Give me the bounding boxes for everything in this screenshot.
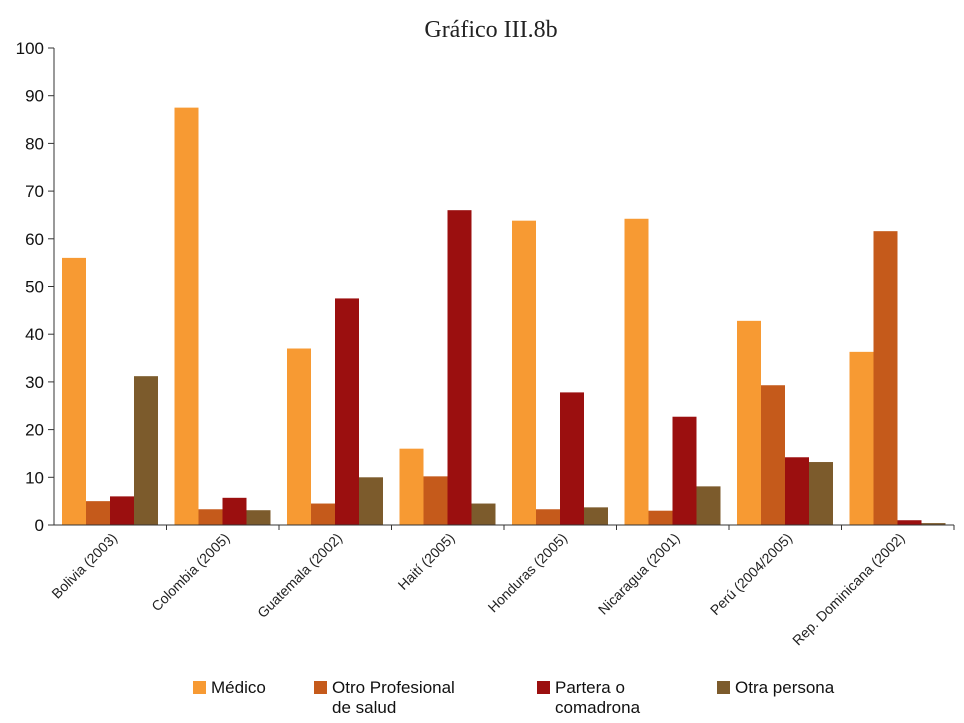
bar bbox=[512, 220, 536, 525]
bar bbox=[648, 510, 673, 525]
bar bbox=[134, 376, 158, 525]
bar bbox=[86, 501, 110, 525]
y-tick-label: 70 bbox=[25, 182, 44, 201]
y-tick-label: 10 bbox=[25, 468, 44, 487]
bar bbox=[761, 385, 785, 525]
legend-label-line: Partera o bbox=[555, 678, 625, 697]
x-tick-label: Bolivia (2003) bbox=[48, 530, 120, 602]
legend-swatch bbox=[314, 681, 327, 694]
chart-title: Gráfico III.8b bbox=[424, 17, 557, 43]
legend-label: Partera o comadrona bbox=[555, 678, 641, 717]
legend-label: Médico bbox=[211, 678, 266, 697]
bar bbox=[536, 509, 560, 525]
bar bbox=[672, 416, 697, 525]
y-axis: 0 10 20 30 40 50 60 70 80 90 100 bbox=[16, 39, 55, 535]
bar bbox=[287, 348, 311, 525]
legend-swatch bbox=[537, 681, 550, 694]
bar bbox=[560, 392, 584, 525]
legend-label-line: comadrona bbox=[555, 698, 641, 717]
legend-label: Otro Profesional de salud bbox=[332, 678, 455, 717]
y-tick-label: 20 bbox=[25, 421, 44, 440]
legend-swatch bbox=[193, 681, 206, 694]
x-tick-label: Colombia (2005) bbox=[148, 530, 232, 614]
y-tick-label: 40 bbox=[25, 325, 44, 344]
bar bbox=[696, 486, 721, 525]
y-tick-label: 90 bbox=[25, 87, 44, 106]
bar bbox=[785, 457, 809, 525]
x-tick-label: Perú (2004/2005) bbox=[707, 530, 795, 618]
bar bbox=[897, 520, 922, 525]
bar bbox=[584, 507, 608, 525]
legend-label-line: Otra persona bbox=[735, 678, 835, 697]
bar bbox=[110, 496, 134, 525]
bar bbox=[198, 509, 223, 525]
y-tick-label: 0 bbox=[35, 516, 44, 535]
bar bbox=[62, 257, 86, 525]
y-tick-label: 100 bbox=[16, 39, 44, 58]
x-tick-label: Nicaragua (2001) bbox=[595, 530, 683, 618]
x-tick-label: Guatemala (2002) bbox=[254, 530, 345, 621]
legend-label: Otra persona bbox=[735, 678, 835, 697]
bar bbox=[737, 320, 761, 525]
bar bbox=[921, 523, 946, 525]
x-axis: Bolivia (2003) Colombia (2005) Guatemala (… bbox=[48, 524, 955, 649]
x-tick-label: Haití (2005) bbox=[395, 530, 458, 593]
bar bbox=[471, 503, 496, 525]
bar bbox=[849, 351, 874, 525]
bar bbox=[873, 231, 898, 525]
y-tick-label: 60 bbox=[25, 230, 44, 249]
legend-label-line: Médico bbox=[211, 678, 266, 697]
legend-swatch bbox=[717, 681, 730, 694]
bar bbox=[423, 476, 448, 525]
bar bbox=[174, 107, 199, 525]
y-tick-label: 30 bbox=[25, 373, 44, 392]
bar bbox=[359, 477, 383, 525]
bar bbox=[246, 510, 271, 525]
legend-label-line: Otro Profesional bbox=[332, 678, 455, 697]
x-tick-label: Honduras (2005) bbox=[485, 530, 571, 616]
y-tick-label: 50 bbox=[25, 278, 44, 297]
bar bbox=[624, 218, 649, 526]
bar bbox=[399, 448, 424, 525]
y-tick-label: 80 bbox=[25, 134, 44, 153]
bar bbox=[335, 298, 359, 525]
legend-label-line: de salud bbox=[332, 698, 396, 717]
bar bbox=[222, 497, 247, 525]
bar bbox=[447, 210, 472, 525]
bars bbox=[62, 107, 946, 526]
x-tick-label: Rep. Dominicana (2002) bbox=[789, 530, 908, 649]
bar bbox=[311, 503, 335, 525]
bar bbox=[809, 462, 833, 525]
